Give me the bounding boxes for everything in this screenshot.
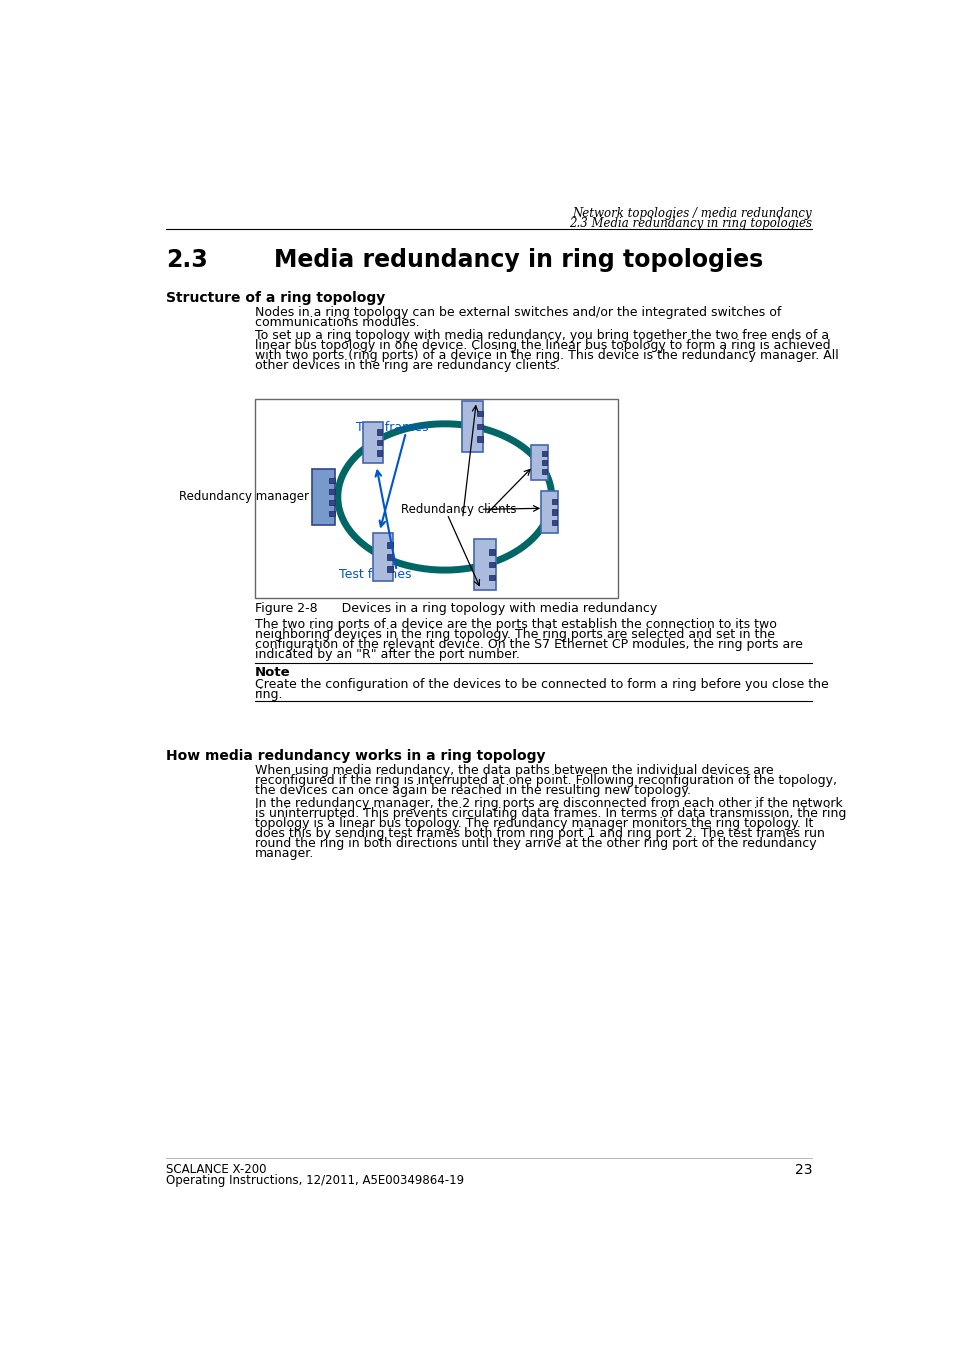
Text: with two ports (ring ports) of a device in the ring. This device is the redundan: with two ports (ring ports) of a device … [254,350,838,362]
Bar [530,446,547,481]
Text: In the redundancy manager, the 2 ring ports are disconnected from each other if : In the redundancy manager, the 2 ring po… [254,798,841,810]
Text: Redundancy clients: Redundancy clients [400,504,516,516]
Text: does this by sending test frames both from ring port 1 and ring port 2. The test: does this by sending test frames both fr… [254,828,824,840]
Bar [551,500,557,505]
Bar [363,421,383,463]
Text: other devices in the ring are redundancy clients.: other devices in the ring are redundancy… [254,359,559,373]
Bar [373,533,393,580]
Text: When using media redundancy, the data paths between the individual devices are: When using media redundancy, the data pa… [254,764,773,778]
Bar [541,460,546,466]
Text: How media redundancy works in a ring topology: How media redundancy works in a ring top… [166,749,545,763]
FancyBboxPatch shape [254,400,617,598]
Bar [489,575,495,580]
Bar [376,429,382,435]
Bar [376,451,382,456]
Text: communications modules.: communications modules. [254,316,419,329]
Bar [329,489,335,494]
Bar [540,491,558,533]
Text: is uninterrupted. This prevents circulating data frames. In terms of data transm: is uninterrupted. This prevents circulat… [254,807,845,821]
Text: configuration of the relevant device. On the S7 Ethernet CP modules, the ring po: configuration of the relevant device. On… [254,637,801,651]
Text: The two ring ports of a device are the ports that establish the connection to it: The two ring ports of a device are the p… [254,618,776,630]
Text: Redundancy manager: Redundancy manager [179,490,309,504]
Bar [376,440,382,446]
Bar [387,543,393,548]
Text: reconfigured if the ring is interrupted at one point. Following reconfiguration : reconfigured if the ring is interrupted … [254,774,836,787]
Text: Note: Note [254,667,291,679]
Bar [541,451,546,456]
Text: Test frames: Test frames [338,568,411,580]
Bar [489,549,495,555]
Text: linear bus topology in one device. Closing the linear bus topology to form a rin: linear bus topology in one device. Closi… [254,339,830,352]
Bar [474,540,496,590]
Text: ring.: ring. [254,688,283,701]
Bar [387,555,393,559]
Bar [551,509,557,514]
Bar [329,478,335,483]
Text: Structure of a ring topology: Structure of a ring topology [166,292,385,305]
Text: Network topologies / media redundancy: Network topologies / media redundancy [572,207,811,220]
Text: Create the configuration of the devices to be connected to form a ring before yo: Create the configuration of the devices … [254,678,828,691]
Bar [476,424,482,429]
Text: Media redundancy in ring topologies: Media redundancy in ring topologies [274,248,762,273]
Text: neighboring devices in the ring topology. The ring ports are selected and set in: neighboring devices in the ring topology… [254,628,774,641]
Bar [329,510,335,516]
Text: 2.3 Media redundancy in ring topologies: 2.3 Media redundancy in ring topologies [569,217,811,231]
Bar [551,520,557,525]
Bar [329,500,335,505]
Bar [461,401,483,452]
Text: Test frames: Test frames [355,421,428,435]
Text: indicated by an "R" after the port number.: indicated by an "R" after the port numbe… [254,648,519,662]
Text: Nodes in a ring topology can be external switches and/or the integrated switches: Nodes in a ring topology can be external… [254,306,781,319]
Bar [312,470,335,525]
Bar [387,566,393,571]
Text: SCALANCE X-200: SCALANCE X-200 [166,1162,266,1176]
Bar [476,410,482,416]
Bar [489,562,495,567]
Text: To set up a ring topology with media redundancy, you bring together the two free: To set up a ring topology with media red… [254,329,828,342]
Text: 23: 23 [794,1162,811,1177]
Text: manager.: manager. [254,848,314,860]
Text: Operating Instructions, 12/2011, A5E00349864-19: Operating Instructions, 12/2011, A5E0034… [166,1173,463,1187]
Bar [541,468,546,474]
Text: Figure 2-8      Devices in a ring topology with media redundancy: Figure 2-8 Devices in a ring topology wi… [254,602,657,616]
Text: round the ring in both directions until they arrive at the other ring port of th: round the ring in both directions until … [254,837,816,850]
Bar [476,436,482,441]
Text: topology is a linear bus topology. The redundancy manager monitors the ring topo: topology is a linear bus topology. The r… [254,817,812,830]
Text: the devices can once again be reached in the resulting new topology.: the devices can once again be reached in… [254,784,690,796]
Text: 2.3: 2.3 [166,248,208,273]
